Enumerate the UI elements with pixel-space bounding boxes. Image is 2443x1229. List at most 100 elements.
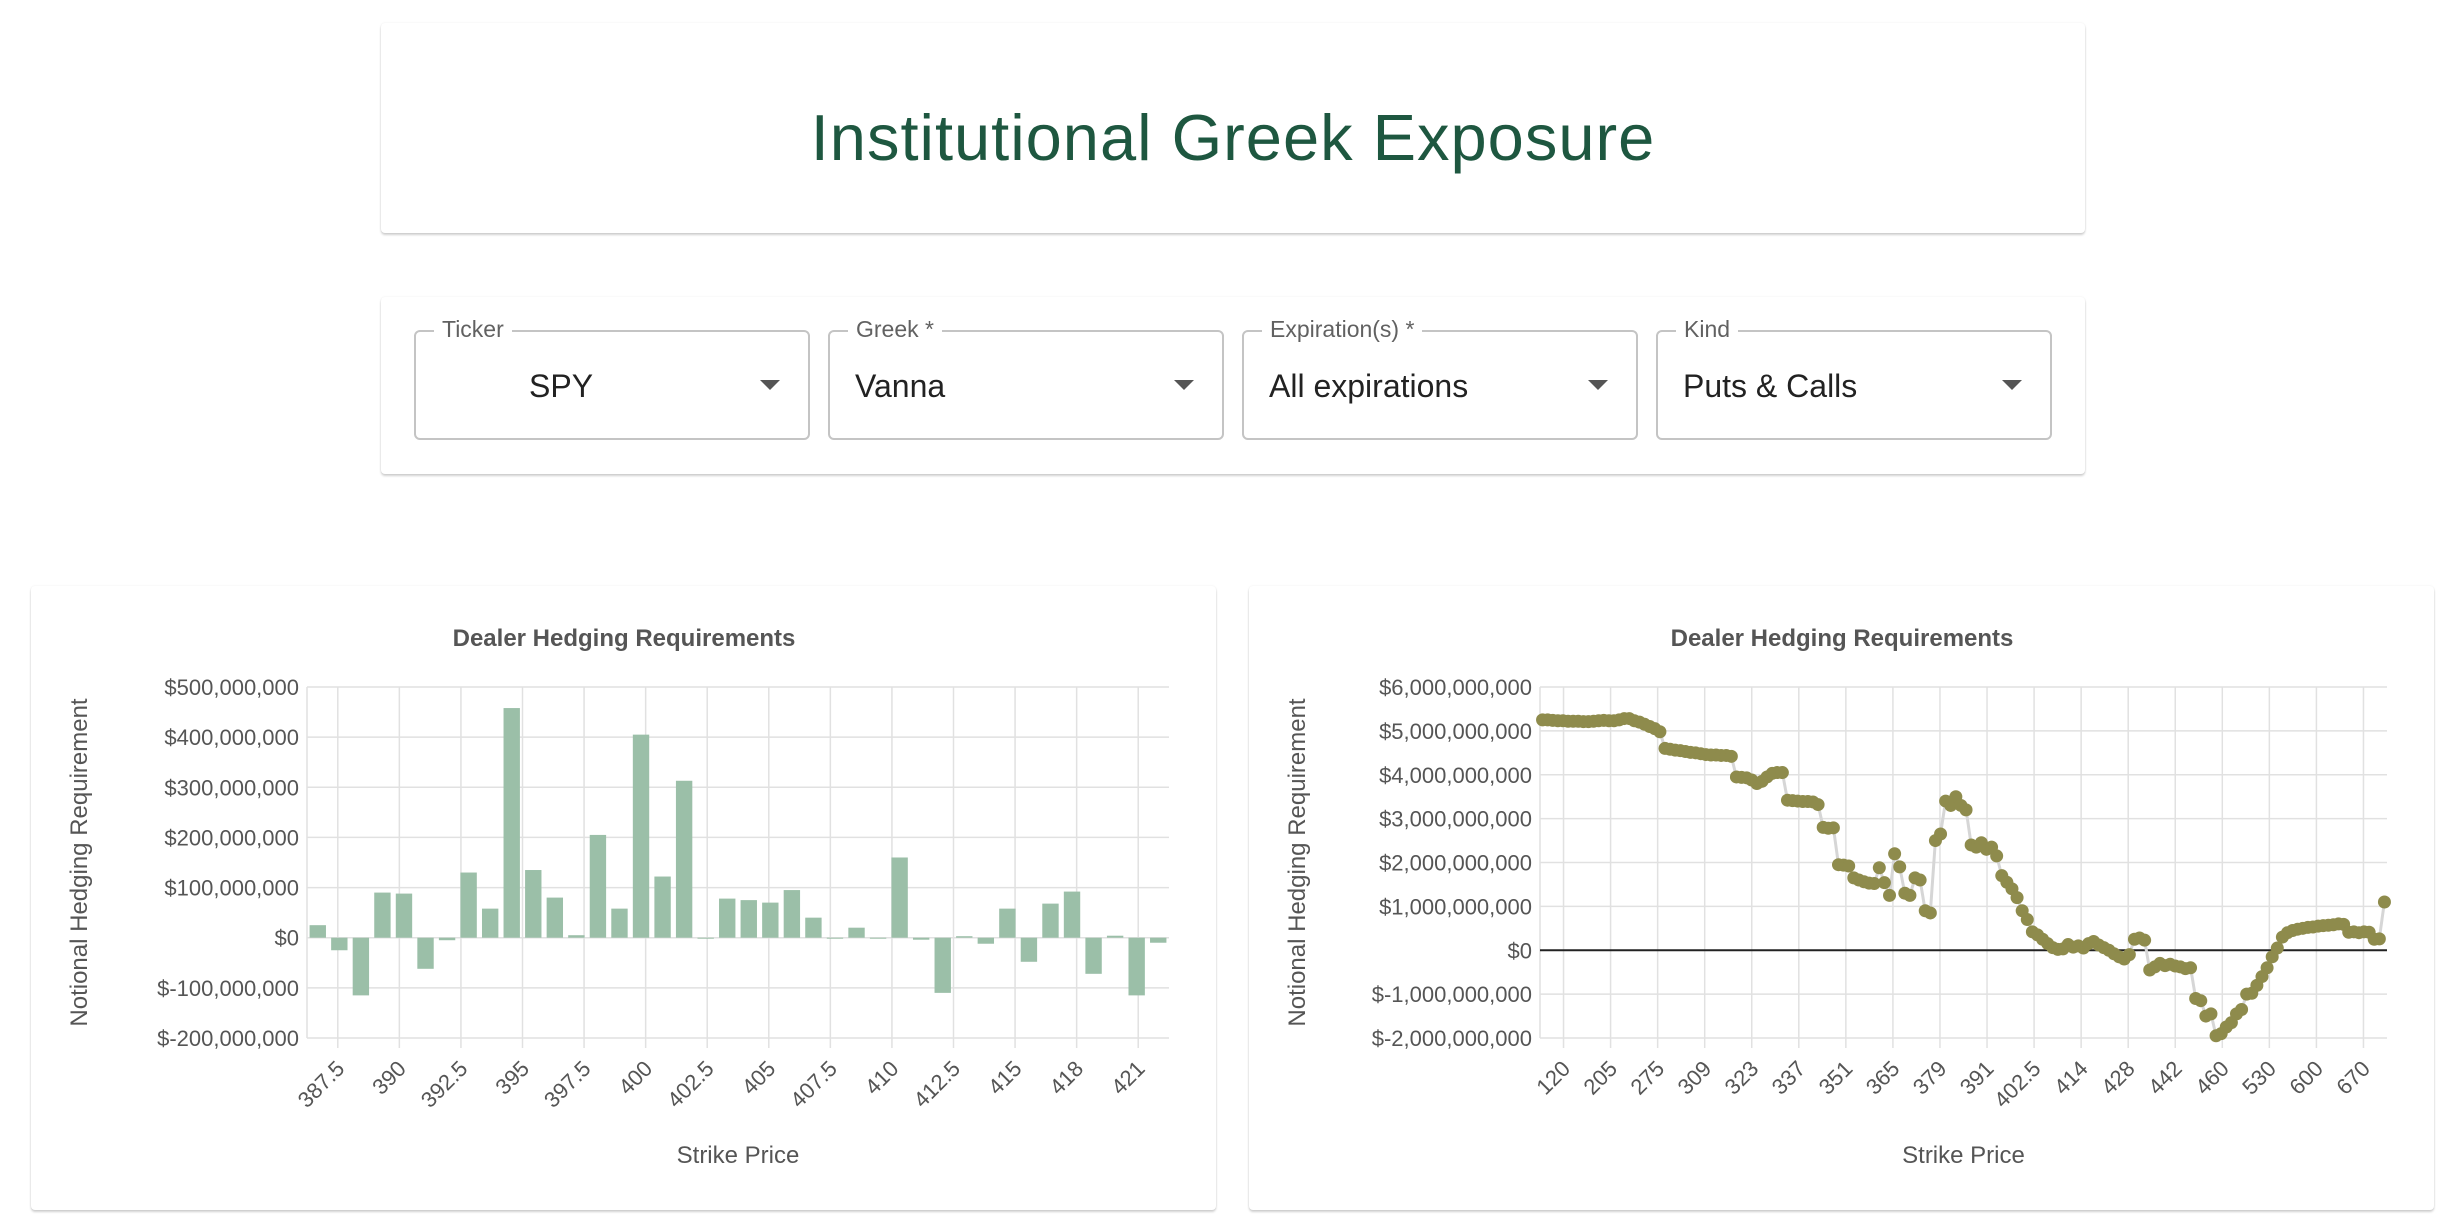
bar <box>525 870 542 938</box>
chevron-down-icon[interactable] <box>1174 380 1194 390</box>
data-point <box>1867 877 1881 891</box>
bar <box>697 937 714 939</box>
x-tick-label: 379 <box>1908 1056 1952 1100</box>
bar <box>503 708 520 938</box>
x-tick-label: 120 <box>1531 1056 1575 1100</box>
data-point <box>2010 891 2024 905</box>
x-tick-label: 407.5 <box>785 1056 842 1113</box>
data-point <box>1883 888 1897 902</box>
bar <box>589 834 607 938</box>
ticker-value: SPY <box>529 368 594 404</box>
bar <box>977 937 995 944</box>
data-point <box>1893 860 1907 874</box>
expiration-select-box[interactable] <box>1242 330 1638 440</box>
greek-select[interactable]: Greek * Vanna <box>828 316 1224 440</box>
bar <box>352 937 370 996</box>
scatter-chart: Dealer Hedging Requirements $6,000,000,00… <box>1284 625 2391 1169</box>
scatter-chart-card: Dealer Hedging Requirements $6,000,000,00… <box>1249 586 2434 1210</box>
bar <box>934 937 951 993</box>
chevron-down-icon[interactable] <box>2002 380 2022 390</box>
bar <box>783 890 801 938</box>
x-tick-label: 421 <box>1106 1056 1150 1100</box>
bar <box>654 876 671 938</box>
x-tick-label: 351 <box>1814 1056 1858 1100</box>
bar <box>1020 937 1038 962</box>
y-tick-label: $-1,000,000,000 <box>1372 982 1532 1007</box>
data-point <box>1923 906 1937 920</box>
y-tick-label: $300,000,000 <box>164 775 299 800</box>
bar-chart: Dealer Hedging Requirements $500,000,000 $… <box>66 625 1169 1169</box>
x-tick-label: 390 <box>367 1056 411 1100</box>
greek-select-box[interactable] <box>828 330 1224 440</box>
kind-select[interactable]: Kind Puts & Calls <box>1656 316 2052 440</box>
data-point <box>2372 932 2386 946</box>
bar <box>1042 903 1059 938</box>
x-tick-label: 405 <box>737 1056 781 1100</box>
kind-value: Puts & Calls <box>1683 368 1858 404</box>
bar <box>309 925 326 938</box>
x-tick-label: 530 <box>2237 1056 2281 1100</box>
x-tick-label: 415 <box>983 1056 1027 1100</box>
bar <box>805 917 822 938</box>
y-tick-label: $400,000,000 <box>164 725 299 750</box>
bar <box>460 872 477 938</box>
y-tick-label: $100,000,000 <box>164 876 299 901</box>
bar <box>1106 935 1124 938</box>
chevron-down-icon[interactable] <box>760 380 780 390</box>
x-tick-label: 460 <box>2190 1056 2234 1100</box>
data-point <box>1653 725 1667 739</box>
x-tick-label: 670 <box>2331 1056 2375 1100</box>
x-tick-label: 397.5 <box>539 1056 596 1113</box>
kind-select-box[interactable] <box>1656 330 2052 440</box>
y-tick-label: $500,000,000 <box>164 675 299 700</box>
y-tick-label: $0 <box>275 926 299 951</box>
bar <box>1085 937 1102 974</box>
x-tick-label: 275 <box>1626 1056 1670 1100</box>
x-tick-label: 428 <box>2096 1056 2140 1100</box>
data-point <box>2138 933 2152 947</box>
bar <box>999 908 1016 938</box>
ticker-select[interactable]: Ticker SPY <box>414 316 810 440</box>
bar-chart-card: Dealer Hedging Requirements $500,000,000 $… <box>31 586 1216 1210</box>
bar <box>568 935 585 938</box>
y-tick-label: $3,000,000,000 <box>1379 807 1532 832</box>
x-tick-label: 402.5 <box>662 1056 719 1113</box>
bar <box>331 937 348 951</box>
data-point <box>1872 861 1886 875</box>
data-point <box>2260 961 2274 975</box>
expiration-label: Expiration(s) * <box>1262 316 1423 342</box>
data-point <box>1888 847 1902 861</box>
x-tick-label: 442 <box>2143 1056 2187 1100</box>
data-point <box>1990 849 2004 863</box>
bar <box>912 937 930 940</box>
bar <box>632 734 650 938</box>
x-axis-label: Strike Price <box>677 1142 800 1169</box>
chart-title: Dealer Hedging Requirements <box>1671 625 2014 652</box>
x-tick-label: 323 <box>1720 1056 1764 1100</box>
chevron-down-icon[interactable] <box>1588 380 1608 390</box>
x-tick-label: 410 <box>860 1056 904 1100</box>
bar <box>374 892 391 938</box>
greek-value: Vanna <box>855 368 946 404</box>
data-point <box>2377 895 2391 909</box>
bar <box>438 937 456 941</box>
bar <box>1150 937 1167 943</box>
bar <box>1063 891 1081 938</box>
bar <box>762 902 779 938</box>
bar <box>611 908 628 938</box>
x-tick-label: 402.5 <box>1989 1056 2046 1113</box>
data-point <box>1913 873 1927 887</box>
data-point <box>1775 766 1789 780</box>
x-tick-label: 387.5 <box>293 1056 350 1113</box>
x-tick-label: 392.5 <box>416 1056 473 1113</box>
title-card: Institutional Greek Exposure <box>381 23 2085 233</box>
bar <box>395 893 413 938</box>
y-tick-label: $4,000,000,000 <box>1379 763 1532 788</box>
page-title: Institutional Greek Exposure <box>810 101 1656 174</box>
kind-label: Kind <box>1676 316 1739 342</box>
data-point <box>1724 749 1738 763</box>
expiration-select[interactable]: Expiration(s) * All expirations <box>1242 316 1638 440</box>
bar <box>546 897 564 938</box>
x-tick-label: 337 <box>1767 1056 1811 1100</box>
ticker-select-box[interactable] <box>414 330 810 440</box>
